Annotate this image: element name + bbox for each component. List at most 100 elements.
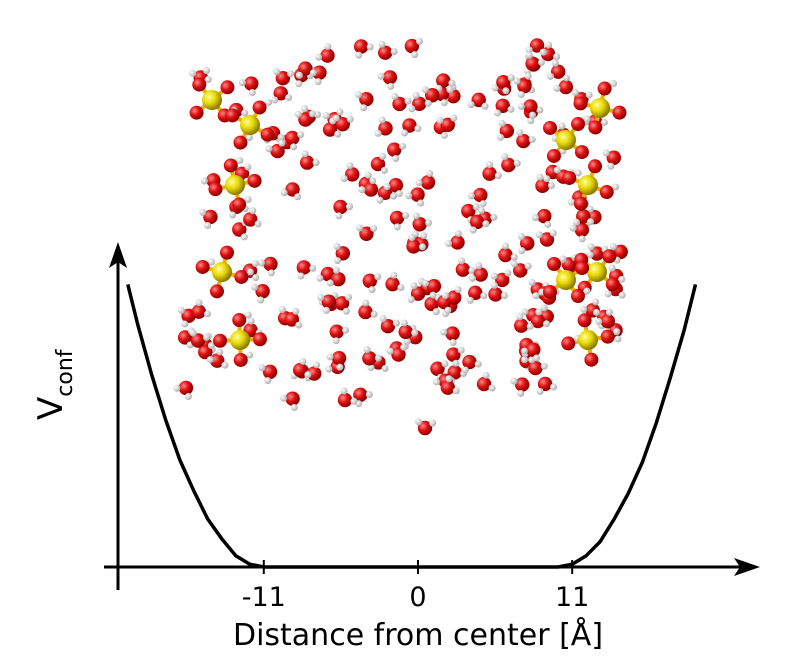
hydrogen: [479, 200, 487, 208]
water: [238, 76, 259, 97]
hydrogen: [510, 377, 518, 385]
oxygen: [220, 80, 235, 95]
hydrogen: [440, 328, 448, 336]
x-axis-label: Distance from center [Å]: [233, 617, 603, 653]
hydrogen: [535, 231, 543, 239]
y-axis-label: Vconf: [31, 348, 78, 420]
oxygen: [412, 96, 427, 111]
hydrogen: [612, 183, 620, 191]
hydrogen: [528, 136, 536, 144]
sulfur: [587, 262, 607, 282]
oxygen: [476, 376, 492, 392]
water: [595, 308, 615, 329]
hydrogen: [425, 219, 433, 227]
hydrogen: [472, 203, 480, 211]
hydrogen: [404, 97, 412, 105]
hydrogen: [342, 307, 350, 315]
hydrogen: [204, 76, 212, 84]
water: [362, 346, 382, 366]
oxygen: [208, 182, 223, 197]
oxygen: [223, 158, 238, 173]
oxygen: [322, 122, 338, 137]
water: [385, 271, 405, 292]
hydrogen: [452, 359, 460, 367]
water: [407, 282, 426, 303]
oxygen: [574, 222, 590, 238]
water: [271, 86, 293, 104]
hydrogen: [408, 105, 416, 113]
hydrogen: [521, 308, 529, 316]
hydrogen: [297, 131, 305, 139]
hydrogen: [346, 115, 354, 123]
oxygen: [471, 92, 486, 108]
hydrogen: [411, 329, 419, 337]
hydrogen: [558, 122, 566, 130]
oxygen: [321, 294, 336, 309]
hydrogen: [325, 365, 333, 373]
water: [482, 161, 502, 181]
water: [513, 77, 532, 99]
hydrogen: [251, 283, 259, 291]
sulfate: [543, 115, 591, 163]
water: [412, 212, 433, 232]
water: [517, 233, 535, 255]
oxygen: [473, 187, 488, 203]
hydrogen: [249, 207, 257, 215]
hydrogen: [482, 220, 490, 228]
oxygen: [392, 96, 407, 112]
hydrogen: [313, 111, 321, 119]
hydrogen: [392, 155, 400, 163]
water: [326, 350, 347, 371]
hydrogen: [342, 326, 350, 334]
hydrogen: [362, 299, 370, 307]
oxygen: [362, 273, 377, 289]
hydrogen: [491, 84, 499, 92]
water: [378, 40, 398, 60]
hydrogen: [585, 91, 593, 99]
hydrogen: [488, 384, 496, 392]
water: [243, 207, 262, 228]
water: [189, 329, 210, 348]
water: [493, 98, 515, 117]
hydrogen: [559, 255, 567, 263]
hydrogen: [377, 72, 385, 80]
water: [209, 348, 229, 369]
oxygen: [514, 318, 529, 333]
hydrogen: [490, 272, 498, 280]
water: [386, 343, 408, 362]
hydrogen: [607, 162, 615, 170]
hydrogen: [543, 175, 551, 183]
hydrogen: [527, 117, 535, 125]
hydrogen: [334, 257, 342, 265]
hydrogen: [204, 222, 212, 230]
oxygen: [450, 235, 465, 250]
oxygen: [447, 290, 462, 305]
hydrogen: [469, 226, 477, 234]
hydrogen: [481, 102, 489, 110]
oxygen: [232, 197, 247, 212]
hydrogen: [216, 348, 224, 356]
water: [280, 391, 300, 411]
hydrogen: [449, 339, 457, 347]
oxygen: [516, 133, 531, 149]
hydrogen: [280, 189, 288, 197]
hydrogen: [324, 43, 332, 51]
oxygen: [496, 74, 511, 90]
hydrogen: [608, 264, 616, 272]
oxygen: [335, 116, 350, 132]
water: [535, 229, 557, 247]
oxygen: [528, 360, 543, 376]
water: [358, 177, 379, 197]
hydrogen: [572, 218, 580, 226]
water: [280, 182, 302, 201]
hydrogen: [421, 279, 429, 287]
sulfate: [213, 311, 267, 367]
hydrogen: [468, 267, 476, 275]
sulfate: [208, 156, 262, 212]
hydrogen: [563, 74, 571, 82]
hydrogen: [491, 281, 499, 289]
hydrogen: [502, 87, 510, 95]
oxygen: [425, 88, 440, 103]
hydrogen: [525, 51, 533, 59]
